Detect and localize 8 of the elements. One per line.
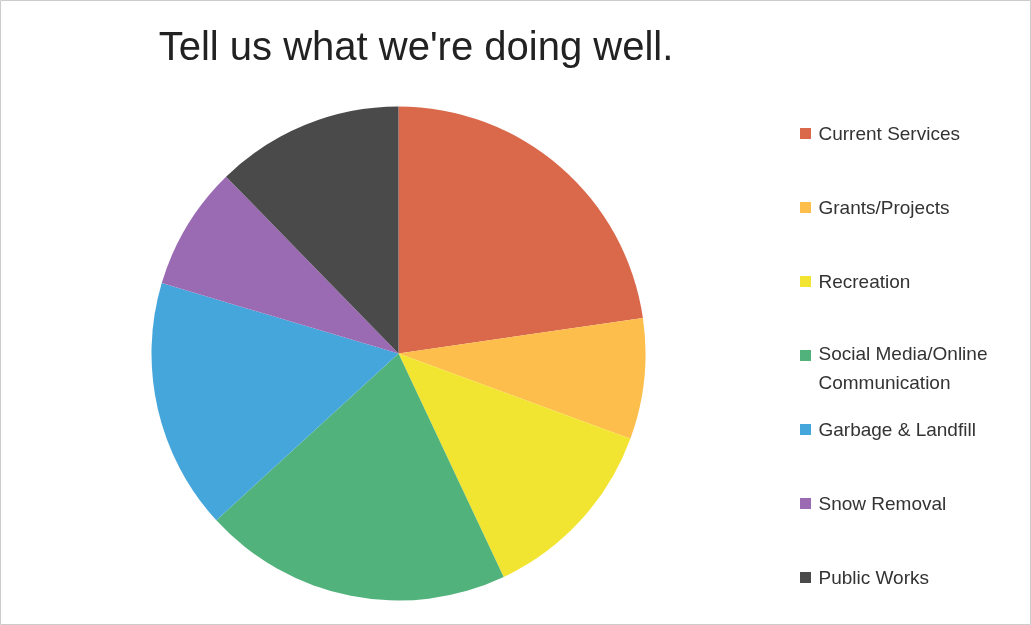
- legend-label: Recreation: [818, 271, 911, 292]
- legend-label: Snow Removal: [818, 493, 947, 514]
- legend-label: Social Media/Online Communication: [818, 342, 988, 393]
- legend-label: Public Works: [818, 567, 930, 588]
- legend-label: Garbage & Landfill: [818, 419, 976, 440]
- legend-label: Grants/Projects: [818, 197, 950, 218]
- chart-title: Tell us what we're doing well.: [158, 23, 674, 68]
- legend-label: Current Services: [818, 123, 960, 144]
